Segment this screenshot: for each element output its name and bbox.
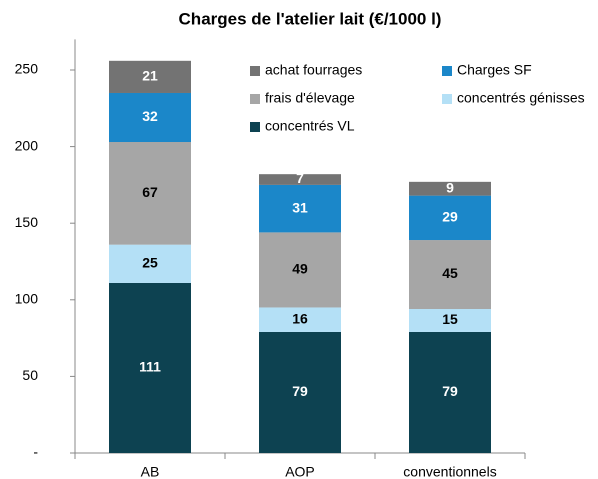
bar-segment — [109, 142, 191, 245]
value-label: 9 — [446, 179, 454, 195]
y-tick-label: 100 — [15, 291, 39, 307]
value-label: 32 — [142, 108, 158, 124]
value-label: 79 — [442, 383, 458, 399]
value-label: 25 — [142, 255, 158, 271]
legend-swatch — [250, 122, 260, 132]
value-label: 67 — [142, 184, 158, 200]
bar-segment — [409, 181, 491, 196]
value-label: 29 — [442, 209, 458, 225]
legend-swatch — [250, 94, 260, 104]
value-label: 49 — [292, 261, 308, 277]
bar-segment — [259, 307, 341, 332]
bar-segment — [109, 244, 191, 283]
bar-segment — [259, 331, 341, 453]
bar-segment — [109, 92, 191, 143]
bar-segment — [409, 240, 491, 309]
legend-label: Charges SF — [457, 62, 532, 78]
y-tick-label: 50 — [22, 367, 38, 383]
bar-segment — [259, 184, 341, 233]
y-tick-label: - — [33, 444, 38, 460]
value-label: 21 — [142, 68, 158, 84]
value-label: 15 — [442, 311, 458, 327]
legend-swatch — [442, 94, 452, 104]
y-tick-label: 250 — [15, 61, 39, 77]
bar-segment — [409, 331, 491, 453]
value-label: 31 — [292, 199, 308, 215]
bar-segment — [259, 232, 341, 308]
bar-segment — [109, 282, 191, 453]
bar-segment — [409, 308, 491, 332]
legend-label: achat fourrages — [265, 62, 362, 78]
chart-title: Charges de l'atelier lait (€/1000 l) — [179, 9, 442, 28]
bar-segment — [109, 60, 191, 93]
value-label: 7 — [296, 170, 304, 186]
legend-label: concentrés VL — [265, 118, 355, 134]
y-tick-label: 150 — [15, 214, 39, 230]
bar-segment — [409, 195, 491, 241]
x-tick-label: conventionnels — [403, 464, 496, 479]
value-label: 79 — [292, 383, 308, 399]
value-label: 111 — [139, 359, 161, 375]
x-tick-label: AB — [141, 464, 160, 479]
legend-label: concentrés génisses — [457, 90, 585, 106]
x-tick-label: AOP — [285, 464, 315, 479]
legend-swatch — [442, 66, 452, 76]
value-label: 16 — [292, 310, 308, 326]
legend-swatch — [250, 66, 260, 76]
y-tick-label: 200 — [15, 137, 39, 153]
bar-segment — [259, 174, 341, 185]
legend-label: frais d'élevage — [265, 90, 355, 106]
value-label: 45 — [442, 265, 458, 281]
